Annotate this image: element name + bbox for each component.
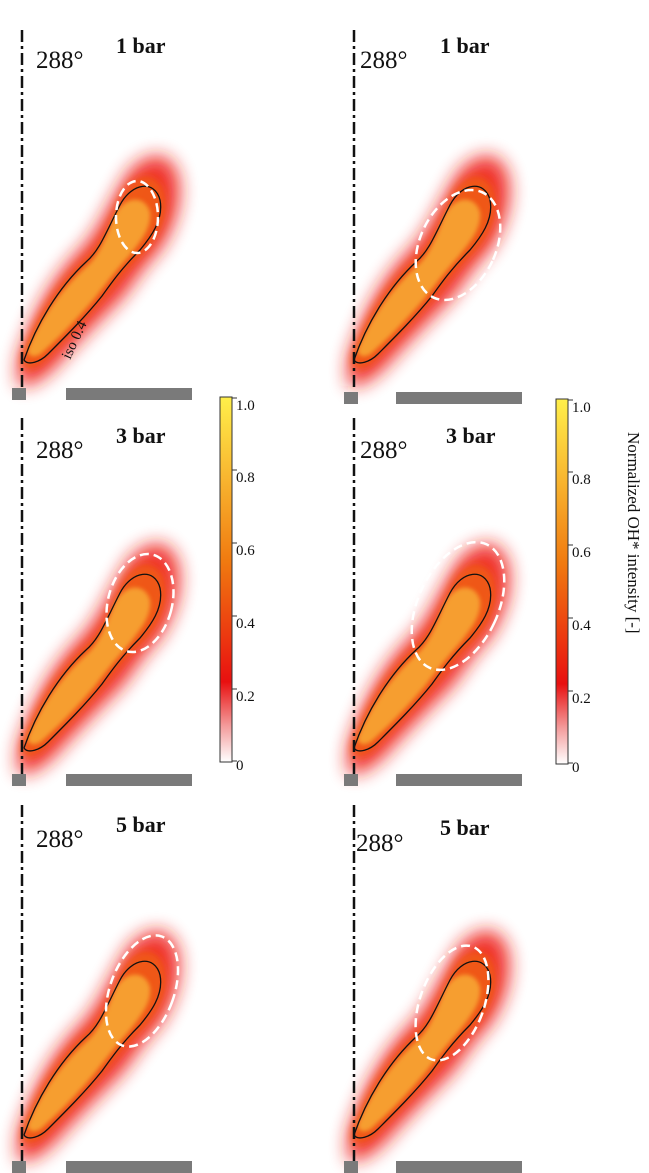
tick-label: 1.0 [572, 400, 591, 416]
tick-label: 0.2 [236, 689, 255, 705]
colorbar-right: 1.0 0.8 0.6 0.4 0.2 0 Normalized OH* int… [555, 398, 643, 776]
ellipse-region [410, 540, 506, 672]
ground-bar [396, 1161, 522, 1173]
panel-left-2: 288° 3 bar [12, 418, 192, 786]
tick-label: 0.2 [572, 691, 591, 707]
ellipse-region [114, 179, 160, 255]
angle-label: 288° [356, 830, 404, 857]
colorbar-ticks [232, 397, 237, 762]
pressure-label: 1 bar [116, 33, 166, 58]
angle-label: 288° [36, 437, 84, 464]
angle-label: 288° [36, 826, 84, 853]
ground-bar [66, 388, 192, 400]
colorbar-ticks [568, 399, 573, 764]
colorbar-gradient [219, 396, 233, 763]
colorbar-title: Normalized OH* intensity [-] [624, 432, 643, 634]
panel-left-3: 288° 5 bar [12, 805, 192, 1173]
nozzle-block [12, 774, 26, 786]
panel-right-1: 288° 1 bar [344, 30, 522, 404]
pressure-label: 3 bar [116, 423, 166, 448]
ground-bar [396, 774, 522, 786]
tick-label: 1.0 [236, 398, 255, 414]
nozzle-block [344, 392, 358, 404]
angle-label: 288° [36, 47, 84, 74]
tick-label: 0.4 [572, 618, 591, 634]
nozzle-block [12, 388, 26, 400]
pressure-label: 3 bar [446, 423, 496, 448]
tick-label: 0.6 [236, 543, 255, 559]
pressure-label: 5 bar [440, 815, 490, 840]
ellipse-region [104, 934, 180, 1048]
nozzle-block [344, 1161, 358, 1173]
nozzle-block [12, 1161, 26, 1173]
nozzle-block [344, 774, 358, 786]
ellipse-region [105, 552, 175, 654]
angle-label: 288° [360, 47, 408, 74]
ellipse-region [414, 944, 490, 1062]
ground-bar [66, 1161, 192, 1173]
tick-label: 0 [572, 760, 580, 776]
tick-label: 0.8 [572, 472, 591, 488]
panel-right-2: 288° 3 bar [344, 418, 522, 786]
tick-label: 0.8 [236, 470, 255, 486]
panel-left-1: 288° 1 bar iso 0.4 [12, 30, 192, 400]
colorbar-gradient [555, 398, 569, 765]
panel-right-3: 288° 5 bar [344, 805, 522, 1173]
ground-bar [396, 392, 522, 404]
tick-label: 0 [236, 758, 244, 774]
pressure-label: 5 bar [116, 812, 166, 837]
colorbar-left: 1.0 0.8 0.6 0.4 0.2 0 [219, 396, 255, 774]
angle-label: 288° [360, 437, 408, 464]
pressure-label: 1 bar [440, 33, 490, 58]
ground-bar [66, 774, 192, 786]
tick-label: 0.4 [236, 616, 255, 632]
tick-label: 0.6 [572, 545, 591, 561]
